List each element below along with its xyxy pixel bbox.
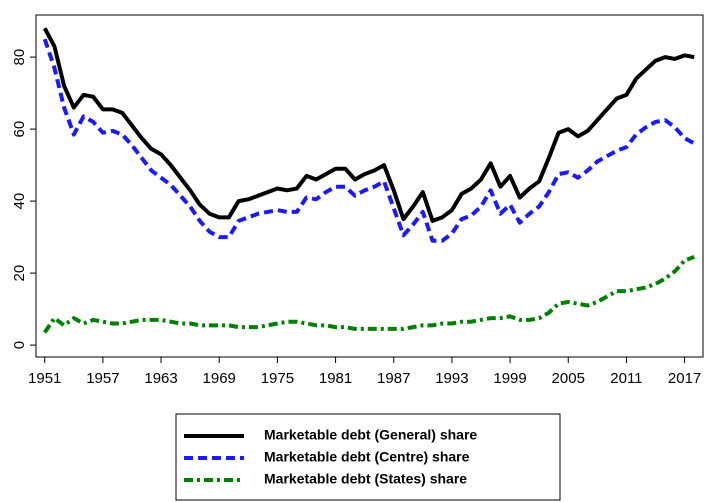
- x-tick-label: 1975: [261, 370, 294, 387]
- y-tick-label: 80: [11, 49, 28, 66]
- legend: [175, 413, 561, 501]
- legend-label: Marketable debt (States) share: [264, 471, 467, 487]
- x-tick-label: 1951: [28, 370, 61, 387]
- series-line: [42, 27, 695, 223]
- legend-entries: Marketable debt (General) share Marketabl…: [184, 427, 477, 487]
- x-tick-label: 1987: [377, 370, 410, 387]
- x-tick-label: 2005: [552, 370, 585, 387]
- y-tick-label: 40: [11, 193, 28, 210]
- y-tick-label: 20: [11, 265, 28, 282]
- x-tick-label: 1999: [493, 370, 526, 387]
- plot-frame: [35, 14, 704, 358]
- series-line: [42, 38, 696, 243]
- x-tick-label: 1993: [435, 370, 468, 387]
- y-tick-label: 0: [11, 341, 28, 349]
- x-tick-label: 1963: [144, 370, 177, 387]
- x-tick-label: 1957: [86, 370, 119, 387]
- x-tick-label: 2011: [610, 370, 642, 387]
- plot-area: [42, 27, 696, 334]
- legend-label: Marketable debt (Centre) share: [264, 449, 470, 465]
- series-line: [43, 255, 695, 334]
- x-tick-label: 1981: [319, 370, 352, 387]
- legend-label: Marketable debt (General) share: [264, 427, 477, 443]
- y-tick-label: 60: [11, 121, 28, 138]
- x-tick-label: 1969: [203, 370, 236, 387]
- x-tick-label: 2017: [668, 370, 701, 387]
